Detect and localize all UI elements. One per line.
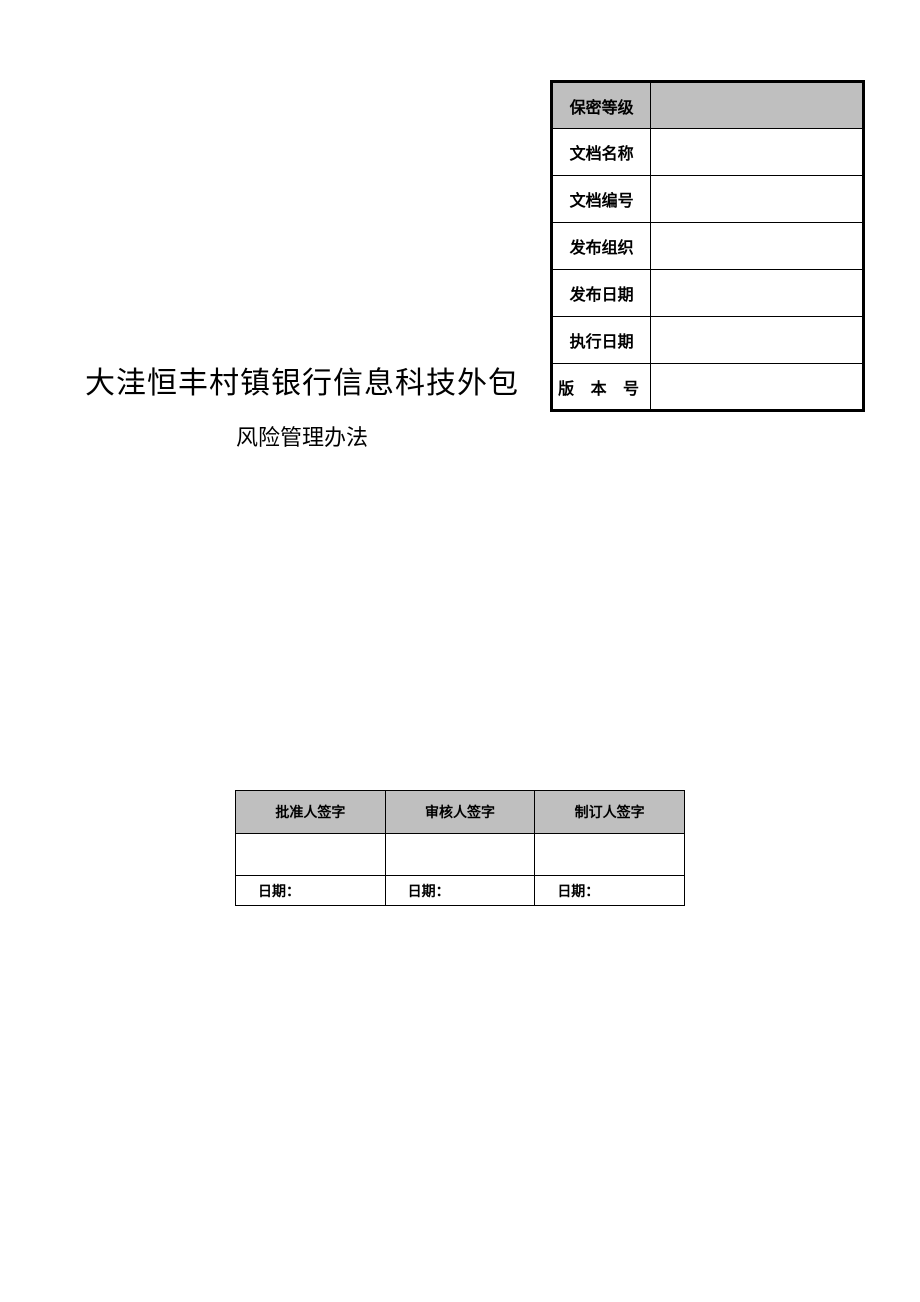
signature-table: 批准人签字 审核人签字 制订人签字 日期： 日期： 日期：	[235, 790, 685, 906]
signature-date-approver: 日期：	[236, 876, 386, 906]
metadata-row-publish-date: 发布日期	[552, 270, 864, 317]
signature-date-row: 日期： 日期： 日期：	[236, 876, 685, 906]
signature-header-approver: 批准人签字	[236, 791, 386, 834]
metadata-value-doc-number	[651, 176, 864, 223]
signature-blank-author	[535, 834, 685, 876]
signature-blank-row	[236, 834, 685, 876]
signature-blank-reviewer	[385, 834, 535, 876]
metadata-value-doc-name	[651, 129, 864, 176]
metadata-label-security-level: 保密等级	[552, 82, 651, 129]
metadata-label-publish-org: 发布组织	[552, 223, 651, 270]
document-title-block: 大洼恒丰村镇银行信息科技外包 风险管理办法	[62, 358, 542, 452]
metadata-row-doc-number: 文档编号	[552, 176, 864, 223]
metadata-label-version: 版 本 号	[552, 364, 651, 411]
document-title-line2: 风险管理办法	[62, 420, 542, 452]
metadata-label-effective-date: 执行日期	[552, 317, 651, 364]
metadata-value-publish-org	[651, 223, 864, 270]
signature-date-reviewer: 日期：	[385, 876, 535, 906]
metadata-row-version: 版 本 号	[552, 364, 864, 411]
document-title-line1: 大洼恒丰村镇银行信息科技外包	[62, 358, 542, 402]
metadata-label-doc-number: 文档编号	[552, 176, 651, 223]
metadata-table: 保密等级 文档名称 文档编号 发布组织 发布日期 执行日期 版 本 号	[550, 80, 865, 412]
signature-header-row: 批准人签字 审核人签字 制订人签字	[236, 791, 685, 834]
metadata-value-publish-date	[651, 270, 864, 317]
signature-header-author: 制订人签字	[535, 791, 685, 834]
signature-date-author: 日期：	[535, 876, 685, 906]
metadata-row-publish-org: 发布组织	[552, 223, 864, 270]
metadata-value-effective-date	[651, 317, 864, 364]
metadata-row-effective-date: 执行日期	[552, 317, 864, 364]
metadata-row-security-level: 保密等级	[552, 82, 864, 129]
metadata-label-publish-date: 发布日期	[552, 270, 651, 317]
signature-blank-approver	[236, 834, 386, 876]
signature-header-reviewer: 审核人签字	[385, 791, 535, 834]
metadata-value-version	[651, 364, 864, 411]
metadata-value-security-level	[651, 82, 864, 129]
metadata-row-doc-name: 文档名称	[552, 129, 864, 176]
metadata-label-doc-name: 文档名称	[552, 129, 651, 176]
